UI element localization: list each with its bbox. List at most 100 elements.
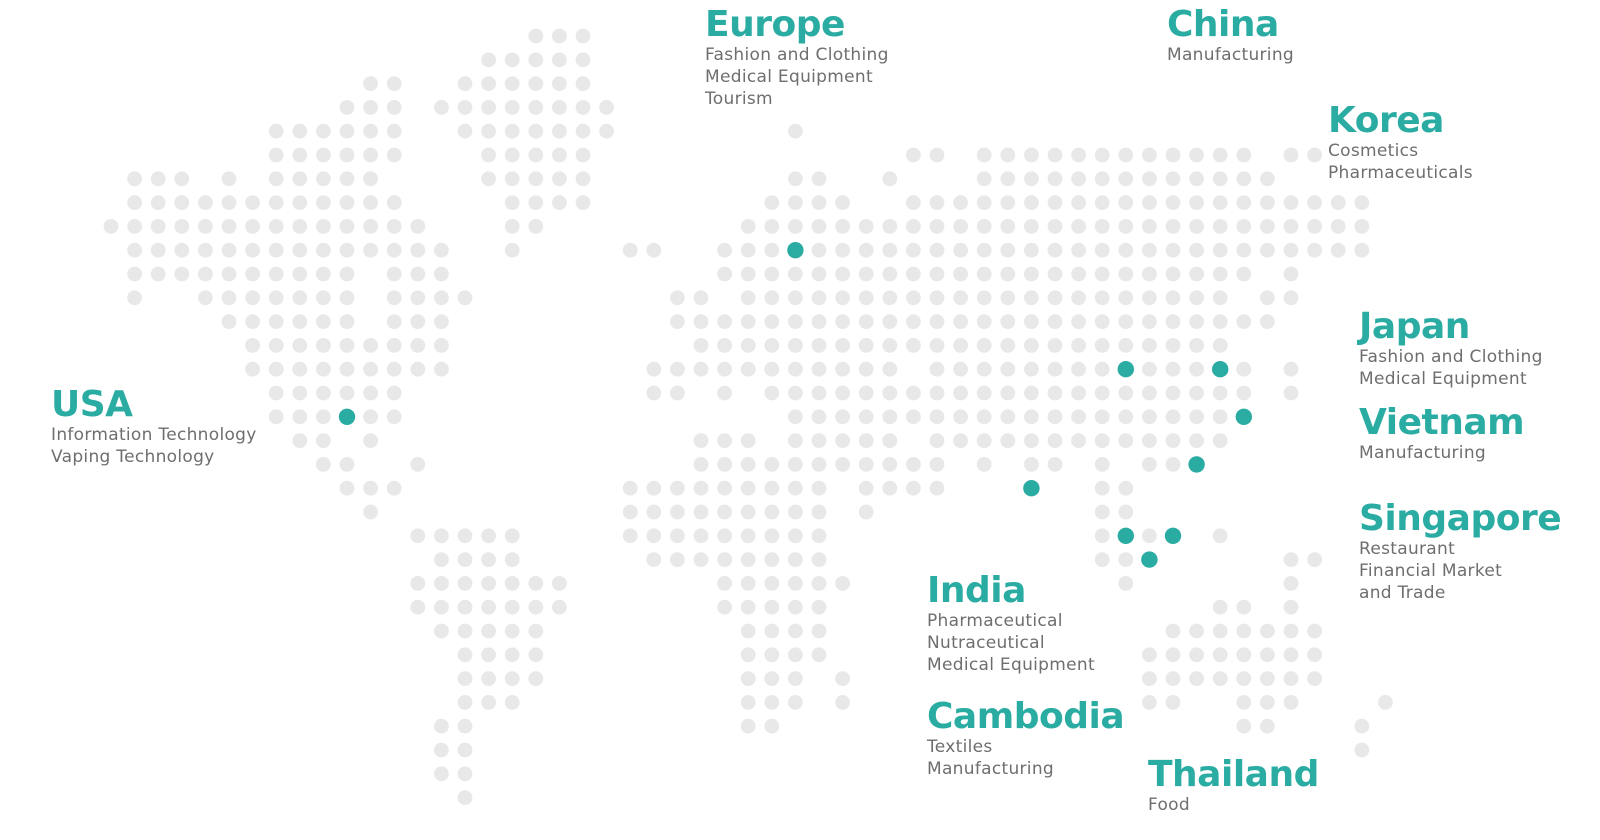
land-dot [1212,433,1228,448]
land-dot [1142,338,1157,353]
land-dot [292,385,308,401]
land-dot [1094,171,1110,187]
land-dot [788,219,803,234]
land-dot [858,457,874,472]
land-dot [929,457,945,472]
land-dot [1142,266,1157,282]
land-dot [717,528,732,544]
land-dot [1212,599,1228,615]
land-dot [835,409,850,425]
land-dot [858,219,874,234]
land-dot [811,338,827,353]
land-dot [1260,219,1275,234]
land-dot [1094,219,1110,234]
land-dot [386,100,402,115]
land-dot [410,314,426,329]
land-dot [599,100,614,115]
land-dot [339,123,355,139]
land-dot [528,76,544,91]
land-dot [1024,266,1039,282]
land-dot [386,290,402,306]
land-dot [717,552,732,567]
land-dot [363,147,378,163]
land-dot [1260,695,1275,710]
land-dot [1283,385,1299,401]
land-dot [1165,457,1181,472]
region-industry: Information Technology [51,425,257,445]
land-dot [245,314,260,329]
land-dot [835,576,850,591]
land-dot [764,528,780,544]
land-dot [811,385,827,401]
land-dot [717,385,732,401]
land-dot [788,599,803,615]
land-dot [1118,195,1134,211]
land-dot [528,599,544,615]
land-dot [622,480,638,496]
land-dot [811,409,827,425]
land-dot [906,480,921,496]
land-dot [764,219,780,234]
land-dot [929,242,945,258]
land-dot [858,480,874,496]
land-dot [976,457,992,472]
land-dot [221,195,237,211]
land-dot [1330,219,1346,234]
land-dot [198,290,213,306]
land-dot [670,480,685,496]
land-dot [198,219,213,234]
land-dot [504,528,520,544]
land-dot [575,123,591,139]
land-dot [410,266,426,282]
land-dot [906,266,921,282]
land-dot [434,338,449,353]
land-dot [1330,242,1346,258]
land-dot [929,195,945,211]
land-dot [1189,266,1204,282]
land-dot [1165,385,1181,401]
land-dot [1330,195,1346,211]
land-dot [906,314,921,329]
land-dot [504,147,520,163]
land-dot [811,361,827,377]
land-dot [457,647,473,663]
land-dot [434,528,449,544]
land-dot [528,123,544,139]
land-dot [363,76,378,91]
land-dot [788,576,803,591]
region-industry: Medical Equipment [1359,369,1527,389]
land-dot [740,266,756,282]
land-dot [1071,433,1086,448]
land-dot [1024,219,1039,234]
land-dot [150,266,166,282]
land-dot [1236,385,1252,401]
land-dot [1142,314,1157,329]
land-dot [316,219,331,234]
land-dot [717,480,732,496]
land-dot [740,219,756,234]
land-dot [1165,195,1181,211]
land-dot [481,147,496,163]
land-dot [221,314,237,329]
land-dot [953,195,968,211]
land-dot [1024,290,1039,306]
land-dot [929,290,945,306]
land-dot [481,528,496,544]
land-dot [198,242,213,258]
land-dot [1024,147,1039,163]
land-dot [1142,671,1157,686]
land-dot [481,123,496,139]
land-dot [882,314,898,329]
land-dot [363,171,378,187]
land-dot [457,623,473,639]
land-dot [858,433,874,448]
land-dot [575,100,591,115]
land-dot [552,123,567,139]
land-dot [835,290,850,306]
land-dot [504,195,520,211]
land-dot [622,242,638,258]
land-dot [858,290,874,306]
land-dot [1236,242,1252,258]
land-dot [1142,433,1157,448]
land-dot [174,242,190,258]
